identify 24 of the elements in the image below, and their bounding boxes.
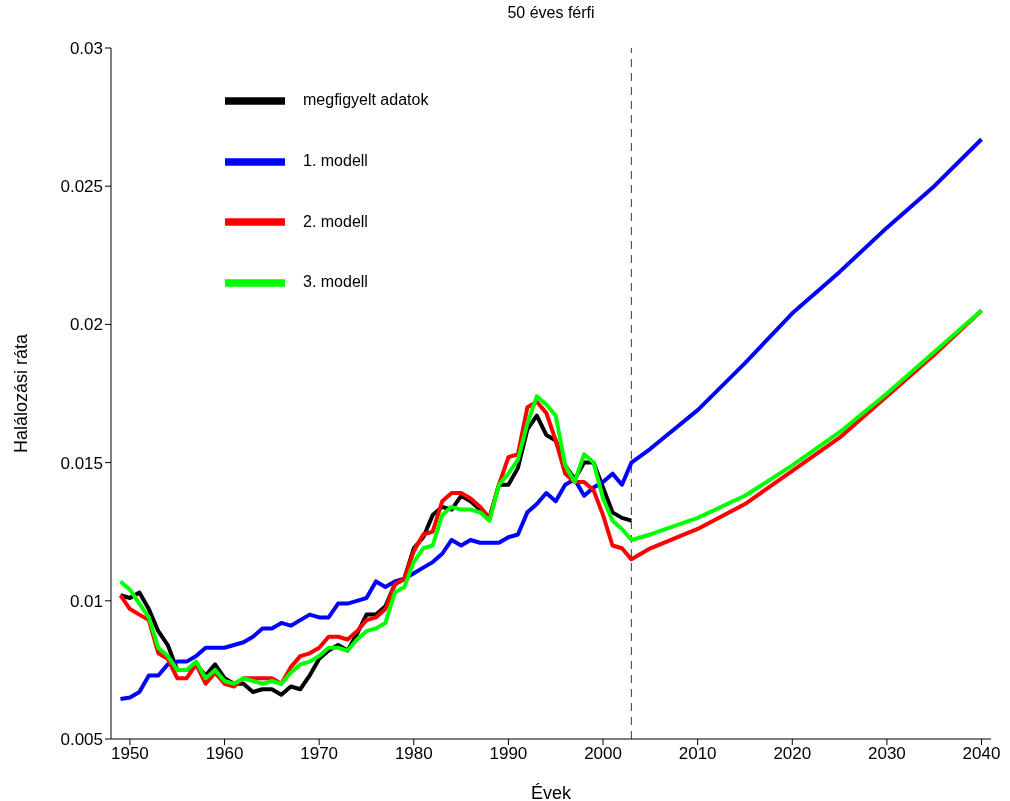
x-axis-title: Évek (530, 783, 572, 801)
x-tick-label: 2010 (678, 744, 717, 764)
chart-title: 50 éves férfi (506, 4, 596, 22)
y-tick-label: 0.025 (60, 177, 103, 197)
legend-label: 2. modell (303, 212, 368, 230)
x-tick-label: 2000 (584, 744, 622, 764)
x-tick-label: 2020 (773, 744, 812, 764)
x-tick-label: 2030 (868, 744, 906, 764)
y-tick-label: 0.015 (60, 453, 103, 473)
legend-label: megfigyelt adatok (303, 91, 429, 108)
line-series (118, 137, 984, 701)
x-tick-label: 1950 (111, 744, 149, 764)
x-tick-label: 1960 (205, 744, 244, 764)
x-tick-label: 1990 (489, 744, 528, 764)
x-tick-label: 1970 (300, 744, 339, 764)
y-tick-label: 0.03 (69, 39, 103, 59)
legend-label: 1. modell (303, 151, 368, 169)
y-tick-label: 0.01 (69, 591, 103, 611)
y-axis-title: Halálozási ráta (11, 332, 32, 454)
legend-label: 3. modell (303, 273, 368, 291)
x-tick-label: 1980 (394, 744, 433, 764)
y-tick-label: 0.005 (60, 730, 103, 750)
y-tick-label: 0.02 (69, 315, 103, 335)
x-tick-label: 2040 (962, 744, 1001, 764)
